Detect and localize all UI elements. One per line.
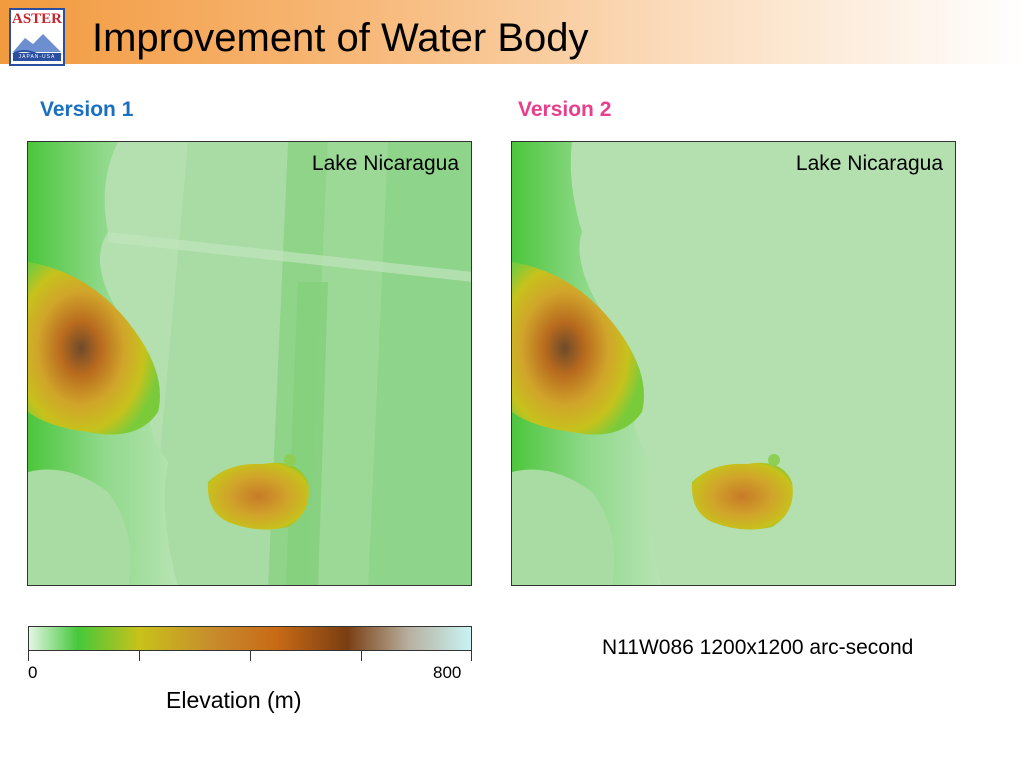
map-2-image (512, 142, 955, 585)
elevation-map-version-1: Lake Nicaragua (27, 141, 472, 586)
elevation-colorbar (28, 626, 472, 651)
elevation-map-version-2: Lake Nicaragua (511, 141, 956, 586)
page-title: Improvement of Water Body (92, 16, 589, 60)
colorbar-tick (361, 651, 362, 661)
map-2-place-label: Lake Nicaragua (795, 152, 943, 175)
colorbar-tick (471, 651, 472, 661)
colorbar-max-label: 800 (433, 663, 462, 682)
tile-note: N11W086 1200x1200 arc-second (602, 636, 914, 659)
colorbar-title: Elevation (m) (166, 687, 302, 713)
colorbar-tick (250, 651, 251, 661)
version-1-label: Version 1 (40, 98, 134, 121)
version-2-label: Version 2 (518, 98, 612, 121)
colorbar-tick (28, 651, 29, 661)
title-bar (0, 0, 1024, 64)
colorbar-min-label: 0 (28, 663, 38, 682)
map-1-place-label: Lake Nicaragua (311, 152, 459, 175)
logo-text: ASTER (11, 11, 63, 27)
colorbar-tick (139, 651, 140, 661)
map-1-image (28, 142, 471, 585)
logo-band: JAPAN-USA (13, 53, 61, 61)
aster-logo: ASTER JAPAN-USA (9, 8, 65, 66)
